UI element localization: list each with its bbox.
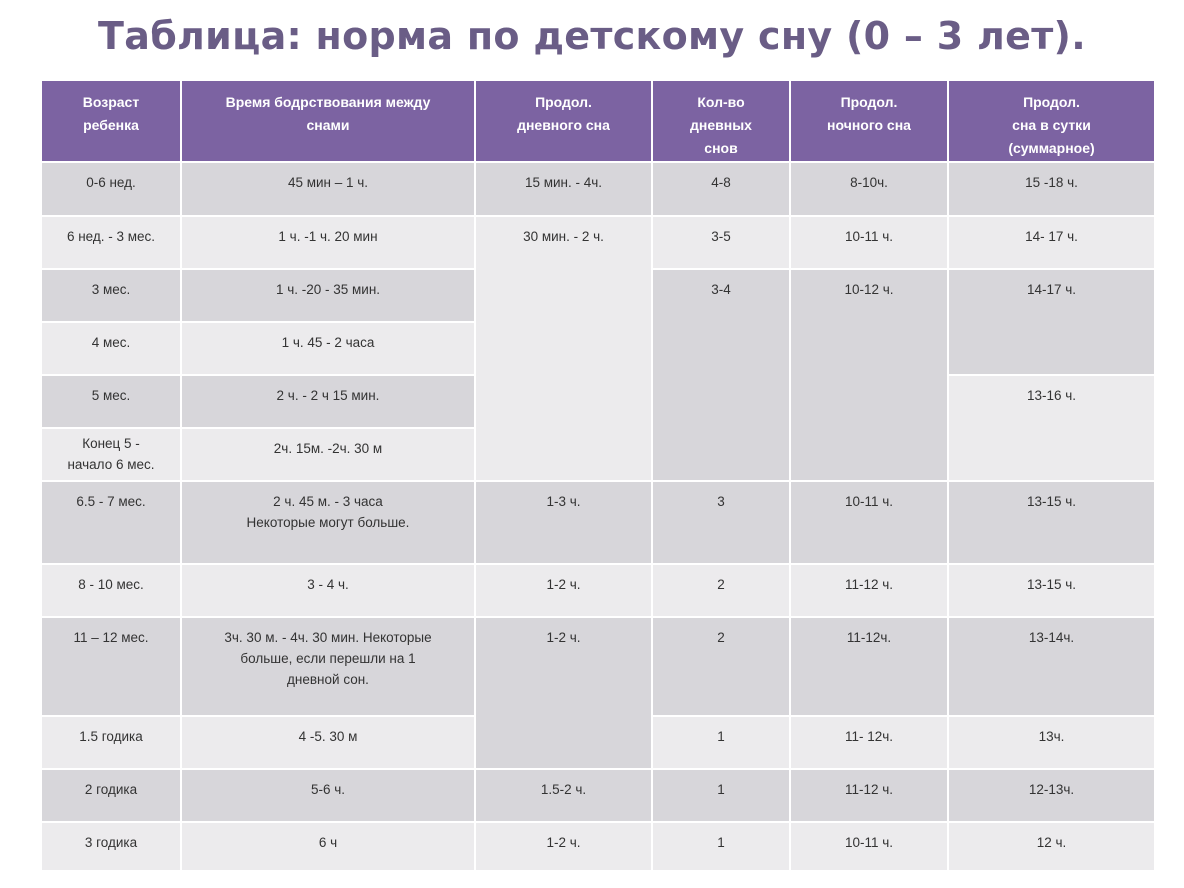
cell-day-nap: 1-2 ч. [476,823,651,870]
cell-nap-count: 3 [653,482,789,563]
cell-total: 13-15 ч. [949,482,1154,563]
cell-day-nap: 1-3 ч. [476,482,651,563]
cell-total-merged: 14-17 ч. [949,270,1154,374]
cell-day-nap: 1-2 ч. [476,565,651,616]
table-row: 1.5 годика 4 -5. 30 м 1 11- 12ч. 13ч. [42,717,1154,768]
table-row: 6.5 - 7 мес. 2 ч. 45 м. - 3 часа Некотор… [42,482,1154,563]
cell-night: 11-12ч. [791,618,947,715]
cell-wake: 4 -5. 30 м [182,717,474,768]
cell-night: 10-11 ч. [791,217,947,268]
table-row: 6 нед. - 3 мес. 1 ч. -1 ч. 20 мин 30 мин… [42,217,1154,480]
header-night-sleep: Продол. ночного сна [791,81,947,161]
cell-wake: 5-6 ч. [182,770,474,821]
header-wake-time: Время бодрствования между снами [182,81,474,161]
cell-age: 6 нед. - 3 мес. [42,217,180,268]
cell-night-merged: 10-12 ч. [791,270,947,480]
cell-day-nap-merged: 1-2 ч. [476,618,651,768]
cell-total: 13-14ч. [949,618,1154,715]
cell-wake: 6 ч [182,823,474,870]
table-row: 2 годика 5-6 ч. 1.5-2 ч. 1 11-12 ч. 12-1… [42,770,1154,821]
cell-day-nap: 1.5-2 ч. [476,770,651,821]
cell-nap-count: 2 [653,565,789,616]
cell-age: 0-6 нед. [42,163,180,215]
cell-night: 11-12 ч. [791,565,947,616]
sleep-norms-table: Возраст ребенка Время бодрствования межд… [40,79,1156,872]
cell-wake: 2ч. 15м. -2ч. 30 м [182,429,474,480]
cell-night: 10-11 ч. [791,823,947,870]
cell-wake: 45 мин – 1 ч. [182,163,474,215]
cell-total: 12 ч. [949,823,1154,870]
cell-age: 5 мес. [42,376,180,427]
cell-total: 14- 17 ч. [949,217,1154,268]
table-row: Конец 5 - начало 6 мес. 2ч. 15м. -2ч. 30… [42,429,1154,480]
cell-wake: 1 ч. 45 - 2 часа [182,323,474,374]
cell-day-nap-merged: 30 мин. - 2 ч. [476,217,651,480]
cell-wake: 1 ч. -20 - 35 мин. [182,270,474,321]
cell-wake: 2 ч. 45 м. - 3 часа Некоторые могут боль… [182,482,474,563]
cell-day-nap: 15 мин. - 4ч. [476,163,651,215]
cell-total: 12-13ч. [949,770,1154,821]
cell-nap-count: 1 [653,823,789,870]
cell-night: 10-11 ч. [791,482,947,563]
header-day-nap: Продол. дневного сна [476,81,651,161]
header-row: Возраст ребенка Время бодрствования межд… [42,81,1154,161]
header-total-sleep: Продол. сна в сутки (суммарное) [949,81,1154,161]
cell-wake: 3 - 4 ч. [182,565,474,616]
table-row: 11 – 12 мес. 3ч. 30 м. - 4ч. 30 мин. Нек… [42,618,1154,768]
cell-wake: 3ч. 30 м. - 4ч. 30 мин. Некоторые больше… [182,618,474,715]
cell-nap-count: 3-5 [653,217,789,268]
table-row: 3 годика 6 ч 1-2 ч. 1 10-11 ч. 12 ч. [42,823,1154,870]
cell-night: 11- 12ч. [791,717,947,768]
cell-total-merged: 13-16 ч. [949,376,1154,480]
cell-night: 11-12 ч. [791,770,947,821]
page-title: Таблица: норма по детскому сну (0 – 3 ле… [98,14,1086,58]
table-row: 8 - 10 мес. 3 - 4 ч. 1-2 ч. 2 11-12 ч. 1… [42,565,1154,616]
header-nap-count: Кол-во дневных снов [653,81,789,161]
header-age: Возраст ребенка [42,81,180,161]
cell-age: 11 – 12 мес. [42,618,180,715]
cell-age: 2 годика [42,770,180,821]
table-row: 5 мес. 2 ч. - 2 ч 15 мин. 13-16 ч. [42,376,1154,480]
cell-nap-count: 2 [653,618,789,715]
cell-nap-count: 4-8 [653,163,789,215]
cell-total: 15 -18 ч. [949,163,1154,215]
table-row: 0-6 нед. 45 мин – 1 ч. 15 мин. - 4ч. 4-8… [42,163,1154,215]
cell-age: 4 мес. [42,323,180,374]
cell-wake: 1 ч. -1 ч. 20 мин [182,217,474,268]
cell-night: 8-10ч. [791,163,947,215]
cell-age: 1.5 годика [42,717,180,768]
cell-nap-count: 1 [653,770,789,821]
cell-age: 3 годика [42,823,180,870]
table-row: 3 мес. 1 ч. -20 - 35 мин. 3-4 10-12 ч. 1… [42,270,1154,480]
cell-age: Конец 5 - начало 6 мес. [42,429,180,480]
cell-nap-count-merged: 3-4 [653,270,789,480]
cell-age: 8 - 10 мес. [42,565,180,616]
cell-wake: 2 ч. - 2 ч 15 мин. [182,376,474,427]
cell-age: 3 мес. [42,270,180,321]
cell-total: 13ч. [949,717,1154,768]
cell-nap-count: 1 [653,717,789,768]
cell-total: 13-15 ч. [949,565,1154,616]
cell-age: 6.5 - 7 мес. [42,482,180,563]
table-row: 4 мес. 1 ч. 45 - 2 часа [42,323,1154,374]
